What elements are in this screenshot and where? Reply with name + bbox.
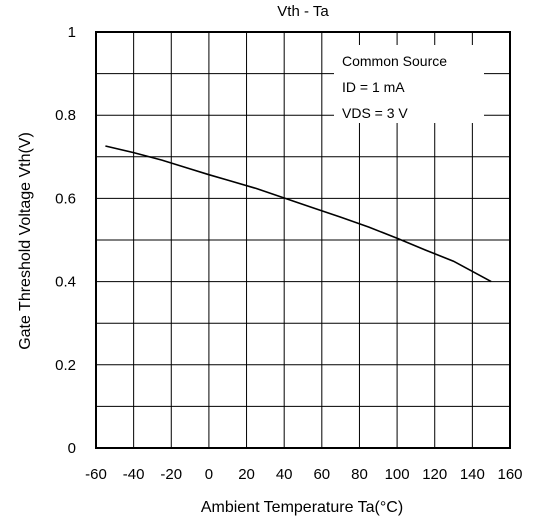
x-tick-label: 80 [351, 466, 368, 483]
y-tick-label: 1 [68, 24, 76, 41]
annotation-text: ID = 1 mA [342, 79, 405, 95]
x-tick-label: -60 [85, 466, 107, 483]
x-tick-label: -40 [123, 466, 145, 483]
x-tick-label: 100 [385, 466, 410, 483]
annotation-text: VDS = 3 V [342, 105, 408, 121]
annotation-background [334, 45, 484, 123]
grid [96, 32, 510, 448]
plot-frame [95, 31, 511, 449]
annotation-text: Common Source [342, 53, 447, 69]
x-axis-label: Ambient Temperature Ta(°C) [201, 499, 403, 516]
tick-labels: -60 -40 -20 0 20 40 60 80 100 120 140 160 0 0.2 0.4 0.6… [55, 24, 522, 483]
y-tick-label: 0 [68, 440, 76, 457]
series-line-0 [105, 145, 492, 283]
x-tick-label: -20 [160, 466, 182, 483]
x-tick-label: 0 [205, 466, 213, 483]
plot-border [95, 31, 511, 449]
series-layer [105, 145, 492, 283]
x-tick-label: 60 [313, 466, 330, 483]
chart-title: Vth - Ta [277, 3, 329, 20]
y-tick-label: 0.2 [55, 357, 76, 374]
y-axis-label: Gate Threshold Voltage Vth(V) [17, 132, 34, 350]
x-tick-label: 40 [276, 466, 293, 483]
x-tick-label: 20 [238, 466, 255, 483]
y-tick-label: 0.6 [55, 190, 76, 207]
y-tick-label: 0.4 [55, 274, 76, 291]
y-tick-label: 0.8 [55, 107, 76, 124]
x-tick-label: 160 [497, 466, 522, 483]
x-tick-label: 140 [460, 466, 485, 483]
x-tick-label: 120 [422, 466, 447, 483]
annotation-box: Common Source ID = 1 mA VDS = 3 V [334, 45, 484, 123]
